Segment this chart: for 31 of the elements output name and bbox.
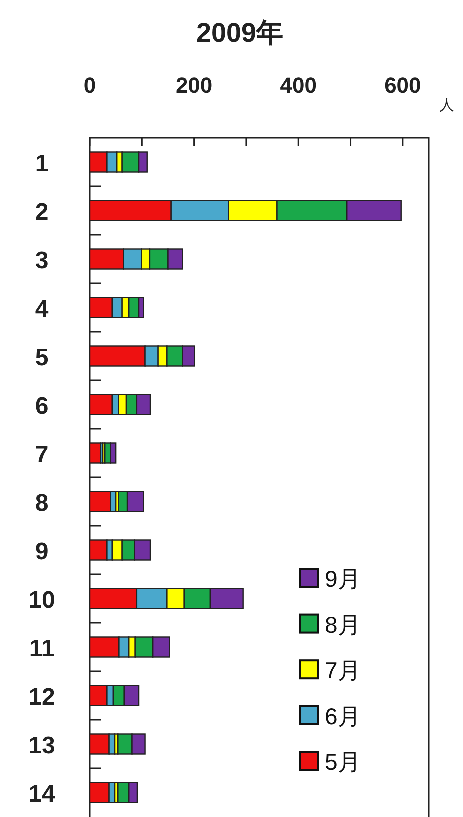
- y-tick-label: 6: [35, 392, 49, 420]
- bar: [106, 152, 118, 173]
- bar: [144, 346, 159, 367]
- bar: [118, 636, 130, 658]
- y-tick-label: 10: [28, 586, 56, 614]
- y-tick-label: 4: [35, 296, 50, 323]
- legend-label: 6月: [325, 703, 361, 730]
- bar: [170, 200, 230, 222]
- y-tick-label: 3: [35, 247, 49, 274]
- legend-label: 7月: [325, 658, 361, 684]
- x-tick-label: 400: [280, 73, 317, 98]
- y-tick-label: 2: [35, 198, 49, 226]
- y-tick-label: 11: [29, 635, 55, 662]
- y-tick-label: 14: [28, 780, 56, 808]
- y-tick-label: 12: [28, 684, 56, 711]
- x-tick-label: 200: [176, 73, 213, 98]
- y-tick-label: 5: [35, 344, 49, 372]
- x-tick-label: 600: [384, 73, 422, 98]
- x-axis-title: 人: [440, 97, 454, 114]
- y-tick-label: 13: [28, 732, 56, 760]
- legend-label: 9月: [325, 566, 361, 592]
- chart-title: 2009年: [196, 18, 284, 48]
- legend-label: 5月: [325, 749, 361, 776]
- bar: [136, 588, 168, 610]
- y-tick-label: 1: [35, 150, 49, 178]
- legend-label: 8月: [325, 612, 361, 638]
- y-tick-label: 8: [35, 490, 49, 517]
- y-tick-label: 7: [35, 441, 49, 468]
- y-tick-label: 9: [35, 538, 49, 566]
- bar: [123, 248, 142, 270]
- x-tick-label: 0: [84, 73, 96, 98]
